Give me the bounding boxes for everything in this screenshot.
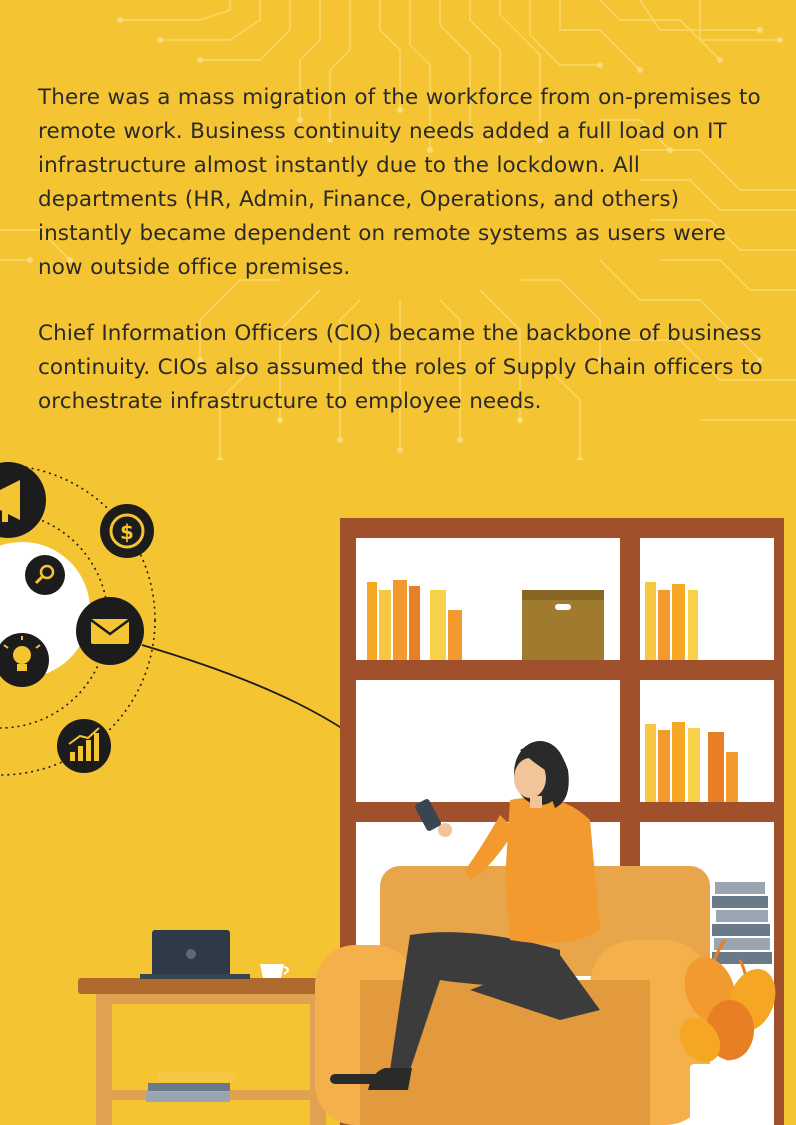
mail-icon [76, 597, 144, 665]
circuit-pattern-background [0, 0, 796, 460]
book-stack [712, 882, 772, 964]
search-icon [25, 555, 65, 595]
woman-with-phone [330, 741, 600, 1090]
dollar-icon: $ [100, 504, 154, 558]
laptop [140, 930, 250, 979]
lightbulb-icon [0, 633, 49, 687]
megaphone-icon [0, 462, 46, 538]
side-table [78, 978, 340, 1125]
cio-paragraph: Chief Information Officers (CIO) became … [38, 321, 763, 414]
svg-text:$: $ [120, 520, 134, 544]
coffee-cup [260, 964, 289, 978]
plant [679, 939, 776, 1125]
growth-chart-icon [57, 719, 111, 773]
intro-paragraph: There was a mass migration of the workfo… [38, 85, 761, 280]
